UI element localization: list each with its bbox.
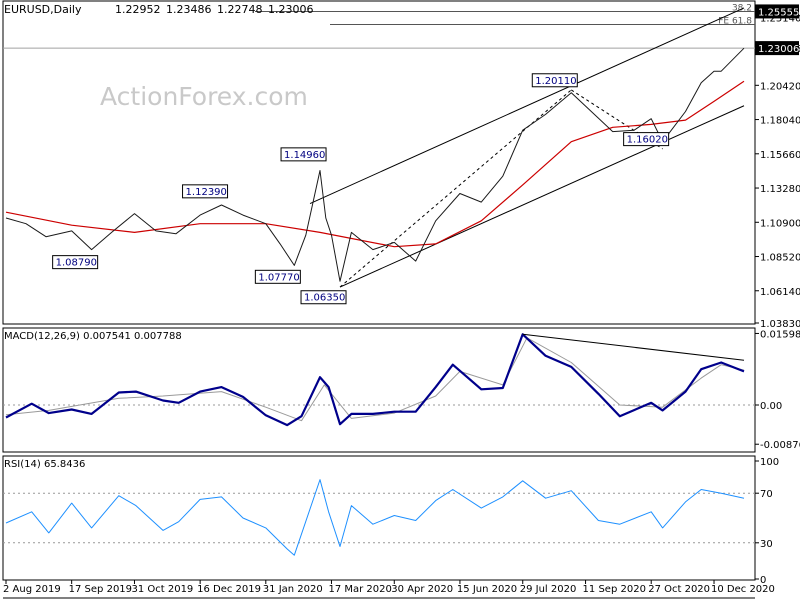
y-tick-label: 1.25140 (760, 13, 800, 24)
price-label-box (755, 41, 799, 56)
eurusd-series (5, 47, 745, 282)
swing-label: 1.08790 (56, 258, 97, 269)
y-tick-label: 1.08520 (760, 253, 800, 264)
ma-series (5, 80, 745, 248)
price-label: 1.23006 (758, 44, 799, 55)
x-tick-label: 2 Aug 2019 (3, 584, 61, 595)
y-tick-label: 30 (760, 539, 773, 550)
x-tick-label: 17 Sep 2019 (69, 584, 132, 595)
y-tick-label: 0 (760, 575, 766, 586)
swing-label-box (52, 255, 99, 270)
swing-label: 1.14960 (284, 150, 325, 161)
channel-bottom-line (339, 105, 745, 288)
x-tick-label: 16 Dec 2019 (197, 584, 261, 595)
swing-label: 1.16020 (627, 135, 668, 146)
ohlc-close: 1.23006 (268, 3, 314, 16)
x-tick-label: 31 Jan 2020 (263, 584, 323, 595)
pane-frame-1 (2, 0, 756, 325)
y-tick-label: 70 (760, 489, 773, 500)
swing-label: 1.06350 (304, 293, 345, 304)
pane-frame-3 (2, 455, 756, 581)
x-tick-label: 11 Sep 2020 (583, 584, 646, 595)
y-tick-label: -0.008762 (760, 440, 800, 451)
swing-label-box (280, 147, 327, 162)
x-tick-label: 17 Mar 2020 (328, 584, 391, 595)
ohlc-open: 1.22952 (115, 3, 161, 16)
x-tick-label: 31 Oct 2019 (131, 584, 193, 595)
ohlc-low: 1.22748 (217, 3, 263, 16)
swing-label-box (254, 269, 301, 284)
swing-label-box (531, 73, 578, 88)
y-tick-label: 1.10900 (760, 218, 800, 229)
ohlc-high: 1.23486 (166, 3, 212, 16)
price-label: 1.25555 (758, 7, 799, 18)
macd-title: MACD(12,26,9) 0.007541 0.007788 (4, 331, 182, 342)
rsi-series (5, 479, 745, 556)
macd-divergence-line (522, 333, 745, 361)
macd-series (5, 333, 745, 427)
swing-label-box (182, 184, 229, 199)
chart-title: EURUSD,Daily (4, 3, 82, 16)
x-tick-label: 29 Jul 2020 (520, 584, 577, 595)
swing-label-box (623, 132, 670, 147)
y-tick-label: 1.15660 (760, 150, 800, 161)
x-tick-label: 15 Jun 2020 (457, 584, 517, 595)
y-tick-label: 1.20420 (760, 81, 800, 92)
swing-label-box (300, 290, 347, 305)
y-tick-label: 100 (760, 457, 779, 468)
x-tick-label: 10 Dec 2020 (711, 584, 775, 595)
y-tick-label: 1.18040 (760, 116, 800, 127)
x-tick-label: 27 Oct 2020 (648, 584, 710, 595)
rsi-title: RSI(14) 65.8436 (4, 459, 85, 470)
price-label-box (755, 4, 799, 19)
y-tick-label: 0.00 (760, 401, 782, 412)
channel-top-line (309, 7, 745, 205)
swing-label: 1.20110 (535, 76, 576, 87)
y-tick-label: 1.06140 (760, 287, 800, 298)
fib-level-label: FE 61.8 (718, 16, 752, 26)
pane-frame-2 (2, 327, 756, 453)
swing-label: 1.12390 (186, 187, 227, 198)
watermark: ActionForex.com (100, 82, 308, 111)
y-tick-label: 1.13280 (760, 184, 800, 195)
swing-label: 1.07770 (258, 272, 299, 283)
y-tick-label: 1.03830 (760, 319, 800, 330)
y-tick-label: 0.015983 (760, 329, 800, 340)
x-tick-label: 30 Apr 2020 (391, 584, 453, 595)
